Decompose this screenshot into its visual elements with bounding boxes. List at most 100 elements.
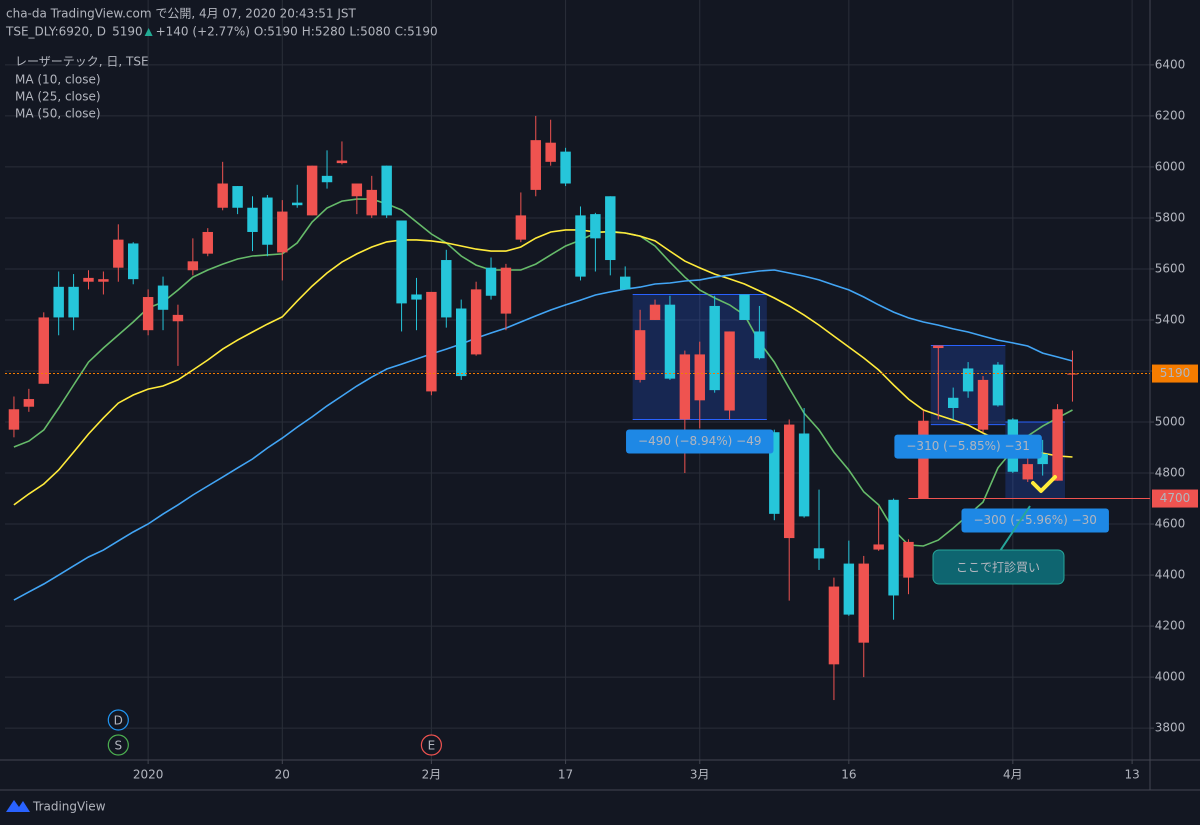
candle-body [157,285,169,310]
candle-body [127,243,139,280]
ma-line [13,229,1073,506]
candle-body [381,165,392,216]
candle-body [724,331,735,411]
candle-body [202,231,213,254]
y-tick-label: 6200 [1155,108,1186,122]
callout-pointer [999,505,1031,552]
candle-body [1052,409,1063,481]
candle-body [455,308,467,377]
price-label: 4700 [1160,491,1191,505]
candle-body [933,345,944,349]
candle-body [918,420,929,499]
ohlc-label: L: [349,25,360,39]
y-tick-label: 4600 [1155,517,1186,531]
y-tick-label: 5400 [1155,312,1186,326]
ma-line [13,269,1073,601]
y-tick-label: 6400 [1155,57,1186,71]
ohlc-value: 5190 [407,25,438,39]
candle-body [8,409,20,430]
candle-body [664,304,676,379]
candle-body [232,186,243,208]
candle-body [38,317,49,384]
candle-body [172,314,184,322]
ohlc-value: 5080 [360,25,391,39]
candle-body [1037,453,1048,465]
candle-body [769,432,780,514]
legend-entry: MA (25, close) [15,90,101,104]
y-tick-label: 5800 [1155,210,1186,224]
candle-body [396,220,407,304]
x-tick-label: 13 [1124,768,1139,782]
y-tick-label: 4000 [1155,670,1186,684]
candle-body [828,586,840,665]
ohlc-value: 5190 [267,25,298,39]
ohlc-value: 5280 [315,25,346,39]
price-label: 5190 [1160,366,1191,380]
change-arrow [144,28,153,36]
range-label-box [894,434,1042,459]
candle-body [187,261,199,271]
y-tick-label: 4200 [1155,619,1186,633]
candle-body [113,239,124,268]
event-label: E [428,739,436,753]
candle-body [291,202,303,206]
candle-body [1022,464,1033,480]
event-marker [107,709,129,731]
candle-body [515,215,527,240]
candle-body [679,354,691,420]
candle-body [634,330,646,380]
candle-body [321,175,333,183]
candle-body [783,424,795,539]
y-tick-label: 4800 [1155,466,1186,480]
candle-body [53,286,64,318]
candle-body [843,563,855,615]
x-tick-label: 4月 [1003,768,1023,782]
price-label-box [1152,364,1198,383]
candle-body [426,291,437,392]
candle-body [366,189,377,216]
candle-body [277,211,288,253]
x-tick-label: 3月 [690,768,710,782]
candle-body [873,544,884,550]
symbol: TSE_DLY:6920, D [5,25,106,39]
candle-body [306,165,318,216]
candle-body [560,151,571,184]
candle-body [530,140,541,190]
candle-body [739,294,750,320]
candle-body [441,260,452,318]
event-marker [420,734,442,756]
candle-body [1067,373,1078,375]
ohlc-label: H: [302,25,315,39]
publisher: cha-da TradingView.com で公開, 4月 07, 2020 … [6,7,357,21]
watermark: TradingView [32,800,106,814]
x-tick-label: 16 [841,768,856,782]
candle-body [351,183,363,197]
candle-body [470,289,482,355]
candle-body [947,397,959,408]
candle-body [68,286,79,318]
range-label-box [961,508,1109,533]
ohlc-label: C: [395,25,407,39]
candle-body [142,297,154,331]
candle-body [485,267,497,296]
range-label: −300 (−5.96%) −30 [973,513,1096,527]
check-mark [1031,475,1057,493]
y-tick-label: 3800 [1155,721,1186,735]
candle-body [694,354,705,401]
y-tick-label: 6000 [1155,159,1186,173]
candle-body [262,197,273,245]
callout-text: ここで打診買い [956,560,1040,575]
range-label: −490 (−8.94%) −49 [638,434,761,448]
candle-body [619,276,631,290]
candle-body [336,160,348,164]
candle-body [962,368,974,392]
price-label-box [1152,489,1198,508]
candle-body [247,207,258,232]
candle-body [605,196,616,261]
candle-body [754,331,765,359]
candle-body [798,433,810,517]
